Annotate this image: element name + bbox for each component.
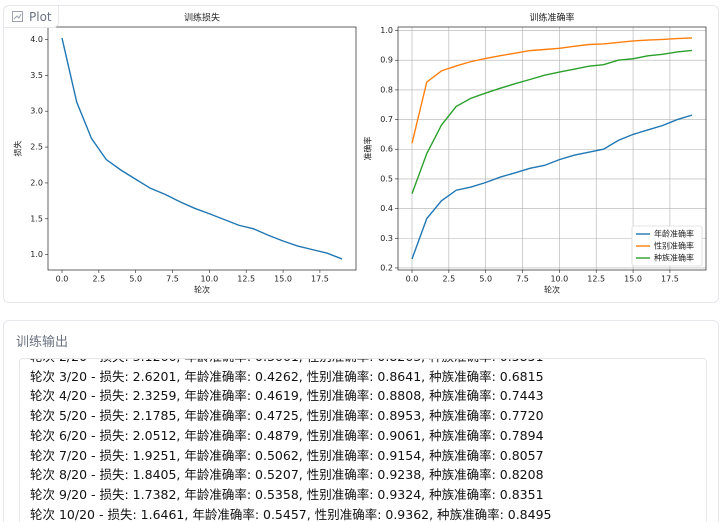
y-tick-label: 0.6 [380,145,393,154]
log-line: 轮次 10/20 - 损失: 1.6461, 年龄准确率: 0.5457, 性别… [30,506,552,522]
chart-title: 训练准确率 [529,12,574,24]
x-tick-label: 2.5 [92,275,105,284]
axes-frame [397,26,707,271]
x-tick-label: 15.0 [624,275,642,284]
plot-tab: Plot [3,5,59,28]
x-axis-label: 轮次 [194,285,210,295]
x-tick-label: 5.0 [479,275,492,284]
log-line: 轮次 6/20 - 损失: 2.0512, 年龄准确率: 0.4879, 性别准… [30,427,544,443]
x-tick-label: 2.5 [442,275,455,284]
legend-label: 年龄准确率 [654,229,694,239]
y-tick-label: 0.8 [380,85,393,94]
legend-label: 性别准确率 [654,241,694,251]
y-tick-label: 0.9 [380,56,393,65]
y-tick-label: 1.0 [30,250,43,259]
y-axis-label: 损失 [13,141,23,157]
plot-icon [12,11,23,22]
x-tick-label: 0.0 [56,275,69,284]
y-tick-label: 3.0 [30,107,43,116]
y-axis-label: 准确率 [363,137,373,161]
x-tick-label: 10.0 [200,275,218,284]
log-label: 训练输出 [16,335,69,350]
log-panel: 训练输出 轮次 2/20 - 损失: 3.1266, 年龄准确率: 0.3661… [3,320,719,522]
log-line: 轮次 7/20 - 损失: 1.9251, 年龄准确率: 0.5062, 性别准… [30,447,544,463]
y-tick-label: 1.0 [380,26,393,35]
plot-label: Plot [29,9,52,24]
y-tick-label: 1.5 [30,214,43,223]
x-tick-label: 15.0 [274,275,292,284]
log-content: 轮次 2/20 - 损失: 3.1266, 年龄准确率: 0.3661, 性别准… [30,359,552,522]
charts: 0.0 2.5 5.0 7.5 10.0 12.5 15.0 17.5 1.0 1.5 2.0 2.5… [13,12,707,295]
log-line: 轮次 4/20 - 损失: 2.3259, 年龄准确率: 0.4619, 性别准… [30,388,544,404]
x-tick-label: 7.5 [516,275,529,284]
data-line [411,114,693,260]
y-tick-label: 4.0 [30,35,43,44]
log-line: 轮次 8/20 - 损失: 1.8405, 年龄准确率: 0.5207, 性别准… [30,467,544,483]
x-tick-label: 7.5 [166,275,179,284]
chart-title: 训练损失 [184,12,220,24]
y-tick-label: 2.5 [30,143,43,152]
log-line: 轮次 9/20 - 损失: 1.7382, 年龄准确率: 0.5358, 性别准… [30,486,544,502]
axes-frame [47,26,357,271]
data-line [61,37,343,260]
x-tick-label: 10.0 [550,275,568,284]
y-tick-label: 0.7 [380,115,393,124]
x-axis-label: 轮次 [544,285,560,295]
plot-area [48,27,356,270]
y-tick-label: 0.3 [380,234,393,243]
x-tick-label: 17.5 [661,275,679,284]
y-tick-label: 0.2 [380,263,393,272]
x-tick-label: 12.5 [587,275,605,284]
log-line: 轮次 3/20 - 损失: 2.6201, 年龄准确率: 0.4262, 性别准… [30,368,544,384]
x-tick-label: 0.0 [406,275,419,284]
log-textbox[interactable]: 轮次 2/20 - 损失: 3.1266, 年龄准确率: 0.3661, 性别准… [19,358,707,522]
data-line [411,37,693,144]
log-line: 轮次 2/20 - 损失: 3.1266, 年龄准确率: 0.3661, 性别准… [30,359,552,367]
y-tick-label: 0.4 [380,204,393,213]
x-tick-label: 12.5 [237,275,255,284]
data-line [411,49,693,194]
x-tick-label: 5.0 [129,275,142,284]
legend-box [631,225,703,267]
x-tick-label: 17.5 [311,275,329,284]
y-tick-label: 3.5 [30,71,43,80]
log-line: 轮次 5/20 - 损失: 2.1785, 年龄准确率: 0.4725, 性别准… [30,408,544,424]
y-tick-label: 2.0 [30,178,43,187]
y-tick-label: 0.5 [380,174,393,183]
legend-label: 种族准确率 [654,253,694,263]
